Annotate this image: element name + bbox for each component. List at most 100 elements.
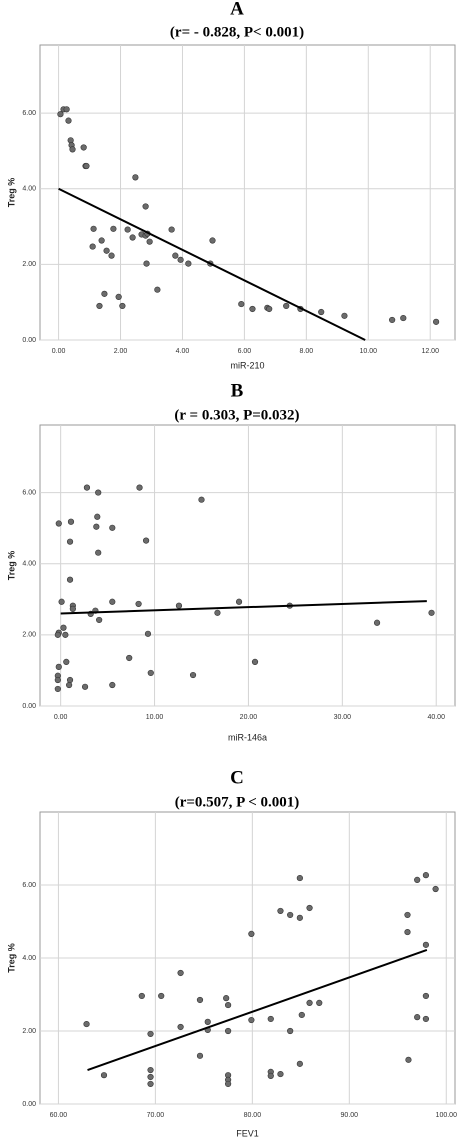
data-point xyxy=(432,885,439,893)
y-tick-label: 2.00 xyxy=(22,1028,36,1035)
data-point xyxy=(198,496,205,503)
data-point xyxy=(109,524,116,531)
data-point xyxy=(251,658,259,665)
data-point xyxy=(296,914,303,921)
data-point xyxy=(316,999,323,1006)
data-point xyxy=(66,676,74,684)
data-point xyxy=(225,1001,232,1009)
panel-title: C xyxy=(230,767,244,788)
data-point xyxy=(69,605,76,612)
x-tick-label: 80.00 xyxy=(244,1112,262,1119)
x-tick-label: 100.00 xyxy=(436,1112,458,1119)
data-point xyxy=(58,598,65,605)
data-point xyxy=(298,1011,305,1019)
data-point xyxy=(248,1016,255,1024)
data-point xyxy=(238,300,245,308)
data-point xyxy=(318,308,325,316)
data-point xyxy=(129,234,136,241)
x-tick-label: 20.00 xyxy=(240,714,258,721)
data-point xyxy=(249,305,256,313)
x-tick-label: 2.00 xyxy=(114,348,128,355)
data-point xyxy=(89,243,96,250)
fit-line xyxy=(60,600,427,615)
data-point xyxy=(90,225,97,232)
data-point xyxy=(62,631,69,638)
data-point xyxy=(267,1015,274,1023)
data-point xyxy=(422,992,430,1000)
data-point xyxy=(147,669,154,677)
data-point xyxy=(373,619,381,626)
data-point xyxy=(57,111,64,118)
data-point xyxy=(189,671,197,679)
data-point xyxy=(283,302,290,310)
data-point xyxy=(96,616,103,624)
data-point xyxy=(389,316,396,324)
data-point xyxy=(95,489,102,496)
data-point xyxy=(296,1060,303,1067)
data-point xyxy=(69,146,76,153)
data-point xyxy=(147,1030,154,1038)
x-tick-label: 6.00 xyxy=(238,348,252,355)
data-point xyxy=(404,928,411,936)
data-point xyxy=(414,876,421,883)
data-point xyxy=(109,681,116,689)
data-point xyxy=(95,549,102,556)
data-point xyxy=(132,174,139,181)
y-tick-label: 4.00 xyxy=(22,955,36,962)
data-point xyxy=(94,513,101,520)
data-point xyxy=(175,602,183,609)
data-point xyxy=(126,654,133,662)
data-point xyxy=(54,631,61,638)
y-axis-label: Treg % xyxy=(6,551,16,581)
data-point xyxy=(266,305,273,313)
data-point xyxy=(147,1073,154,1081)
data-point xyxy=(60,624,67,631)
x-tick-label: 0.00 xyxy=(54,714,68,721)
y-tick-label: 0.00 xyxy=(22,1101,36,1108)
data-point xyxy=(225,1027,232,1035)
data-point xyxy=(100,1072,108,1079)
data-point xyxy=(414,1014,421,1021)
data-point xyxy=(98,237,105,244)
data-point xyxy=(287,911,294,919)
y-tick-label: 2.00 xyxy=(22,632,36,639)
x-axis-label: miR-210 xyxy=(230,360,264,370)
data-point xyxy=(83,484,91,491)
data-point xyxy=(177,969,184,977)
data-point xyxy=(80,144,87,151)
data-point xyxy=(341,312,348,319)
y-tick-label: 0.00 xyxy=(22,337,36,344)
data-point xyxy=(55,663,62,670)
fit-line xyxy=(58,187,366,341)
data-point xyxy=(63,658,70,665)
data-point xyxy=(235,598,243,605)
x-tick-label: 10.00 xyxy=(146,714,164,721)
y-tick-label: 6.00 xyxy=(22,489,36,496)
data-point xyxy=(119,302,126,310)
data-point xyxy=(404,911,411,919)
data-point xyxy=(63,106,70,113)
x-tick-label: 10.00 xyxy=(360,348,378,355)
y-tick-label: 0.00 xyxy=(22,703,36,710)
data-point xyxy=(138,992,145,1000)
x-tick-label: 70.00 xyxy=(147,1112,165,1119)
data-point xyxy=(54,685,61,693)
data-point xyxy=(196,996,204,1004)
data-point xyxy=(66,576,74,583)
data-point xyxy=(142,537,150,544)
data-point xyxy=(103,247,110,254)
fit-line xyxy=(87,949,428,1071)
data-point xyxy=(101,290,108,297)
data-point xyxy=(109,598,116,605)
y-axis-label: Treg % xyxy=(6,943,16,973)
data-point xyxy=(214,609,221,616)
data-point xyxy=(66,538,74,545)
data-point xyxy=(146,238,153,245)
panel-title: A xyxy=(230,0,244,19)
x-tick-label: 0.00 xyxy=(52,348,66,355)
data-point xyxy=(81,683,89,690)
data-point xyxy=(143,260,150,267)
x-axis-label: miR-146a xyxy=(228,732,267,742)
panel-subtitle: (r= - 0.828, P< 0.001) xyxy=(170,24,304,40)
panel-subtitle: (r=0.507, P < 0.001) xyxy=(175,794,300,810)
